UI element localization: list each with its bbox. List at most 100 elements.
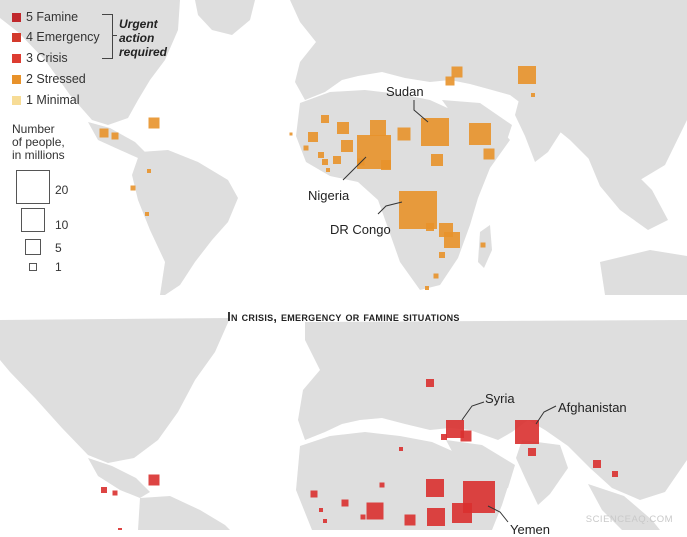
crisis-square [515,420,539,444]
stressed-square [439,252,445,258]
stressed-square [433,273,439,279]
india-land-bottom [516,440,568,505]
crisis-map [0,305,687,530]
eurasia-land [290,0,687,180]
australia-land [600,250,687,295]
legend-row-crisis: 3 Crisis [12,51,68,65]
south-america-land [132,150,238,295]
stressed-square [381,160,391,170]
crisis-square [460,430,472,442]
stressed-square [451,66,463,78]
label-sudan: Sudan [386,84,424,99]
swatch-emergency [12,32,21,42]
crisis-square [446,420,464,438]
size-title-line-2: of people, [12,135,65,149]
size-label-10: 10 [55,218,69,232]
label-nigeria: Nigeria [308,188,350,203]
stressed-square [321,115,329,123]
crisis-squares [101,379,618,530]
stressed-square [518,66,536,84]
crisis-square [341,499,349,507]
stressed-square [445,76,455,86]
stressed-map [0,0,687,295]
stressed-square [425,286,429,290]
crisis-square [101,487,107,493]
stressed-square [130,185,136,191]
size-title-line-1: Number [12,122,55,136]
size-label-1: 1 [55,260,62,274]
urgent-line-1: Urgent [119,17,158,31]
crisis-square [452,503,472,523]
size-square-10 [21,208,45,232]
legend-label-famine: 5 Famine [26,10,79,24]
swatch-famine [12,12,21,22]
label-dr-congo: DR Congo [330,222,391,237]
crisis-square [323,519,327,523]
stressed-square [483,148,495,160]
stressed-square [469,123,491,145]
yemen-leader [487,505,509,523]
stressed-square [480,242,486,248]
stressed-square [426,223,434,231]
legend-label-stressed: 2 Stressed [26,72,86,86]
legend-row-stressed: 2 Stressed [12,72,86,86]
leader-lines-bottom [461,401,557,523]
size-title-line-3: in millions [12,148,65,162]
crisis-square [528,448,536,456]
urgent-bracket-tick [112,35,117,36]
stressed-square [308,132,318,142]
stressed-square [421,118,449,146]
crisis-section-title: In crisis, emergency or famine situation… [227,310,460,324]
stressed-square [531,93,535,97]
crisis-square [310,490,318,498]
india-land [515,96,566,162]
stressed-square [322,159,328,165]
crisis-square [399,447,403,451]
se-asia-land-bottom [588,484,660,530]
label-afghanistan: Afghanistan [558,400,627,415]
legend-label-crisis: 3 Crisis [26,51,68,65]
stressed-map-svg [0,0,687,295]
size-label-20: 20 [55,183,69,197]
stressed-square [370,120,386,136]
stressed-square [303,145,309,151]
legend-row-famine: 5 Famine [12,10,78,24]
legend-label-emergency: 4 Emergency [26,30,100,44]
stressed-square [397,127,411,141]
crisis-square [112,490,118,496]
sudan-leader [413,100,429,123]
stressed-square [439,223,453,237]
south-america-land-bottom [138,496,230,530]
legend-row-minimal: 1 Minimal [12,93,80,107]
crisis-square [426,479,444,497]
stressed-square [326,168,330,172]
crisis-square [379,482,385,488]
stressed-square [148,117,160,129]
stressed-squares [99,66,536,290]
afghanistan-leader [535,405,557,425]
watermark: SCIENCEAQ.COM [585,514,673,525]
crisis-map-svg [0,318,687,530]
urgent-line-3: required [119,45,168,59]
eurasia-land-bottom [298,320,687,500]
legend: 5 Famine 4 Emergency 3 Crisis 2 Stressed… [12,7,182,274]
stressed-square [111,132,119,140]
urgent-line-2: action [119,31,155,45]
nigeria-leader [342,156,367,181]
panel-divider [0,295,687,305]
swatch-stressed [12,74,21,84]
stressed-square [337,122,349,134]
crisis-square [319,508,323,512]
arabia-land-bottom [446,440,515,492]
size-square-5 [25,239,41,255]
stressed-square [399,191,437,229]
size-label-5: 5 [55,241,62,255]
stressed-square [318,152,324,158]
size-square-20 [16,170,50,204]
se-asia-land [585,150,668,230]
north-america-land [0,0,180,125]
crisis-square [148,474,160,486]
legend-row-emergency: 4 Emergency [12,30,100,44]
drc-leader [377,201,403,215]
crisis-square [427,508,445,526]
